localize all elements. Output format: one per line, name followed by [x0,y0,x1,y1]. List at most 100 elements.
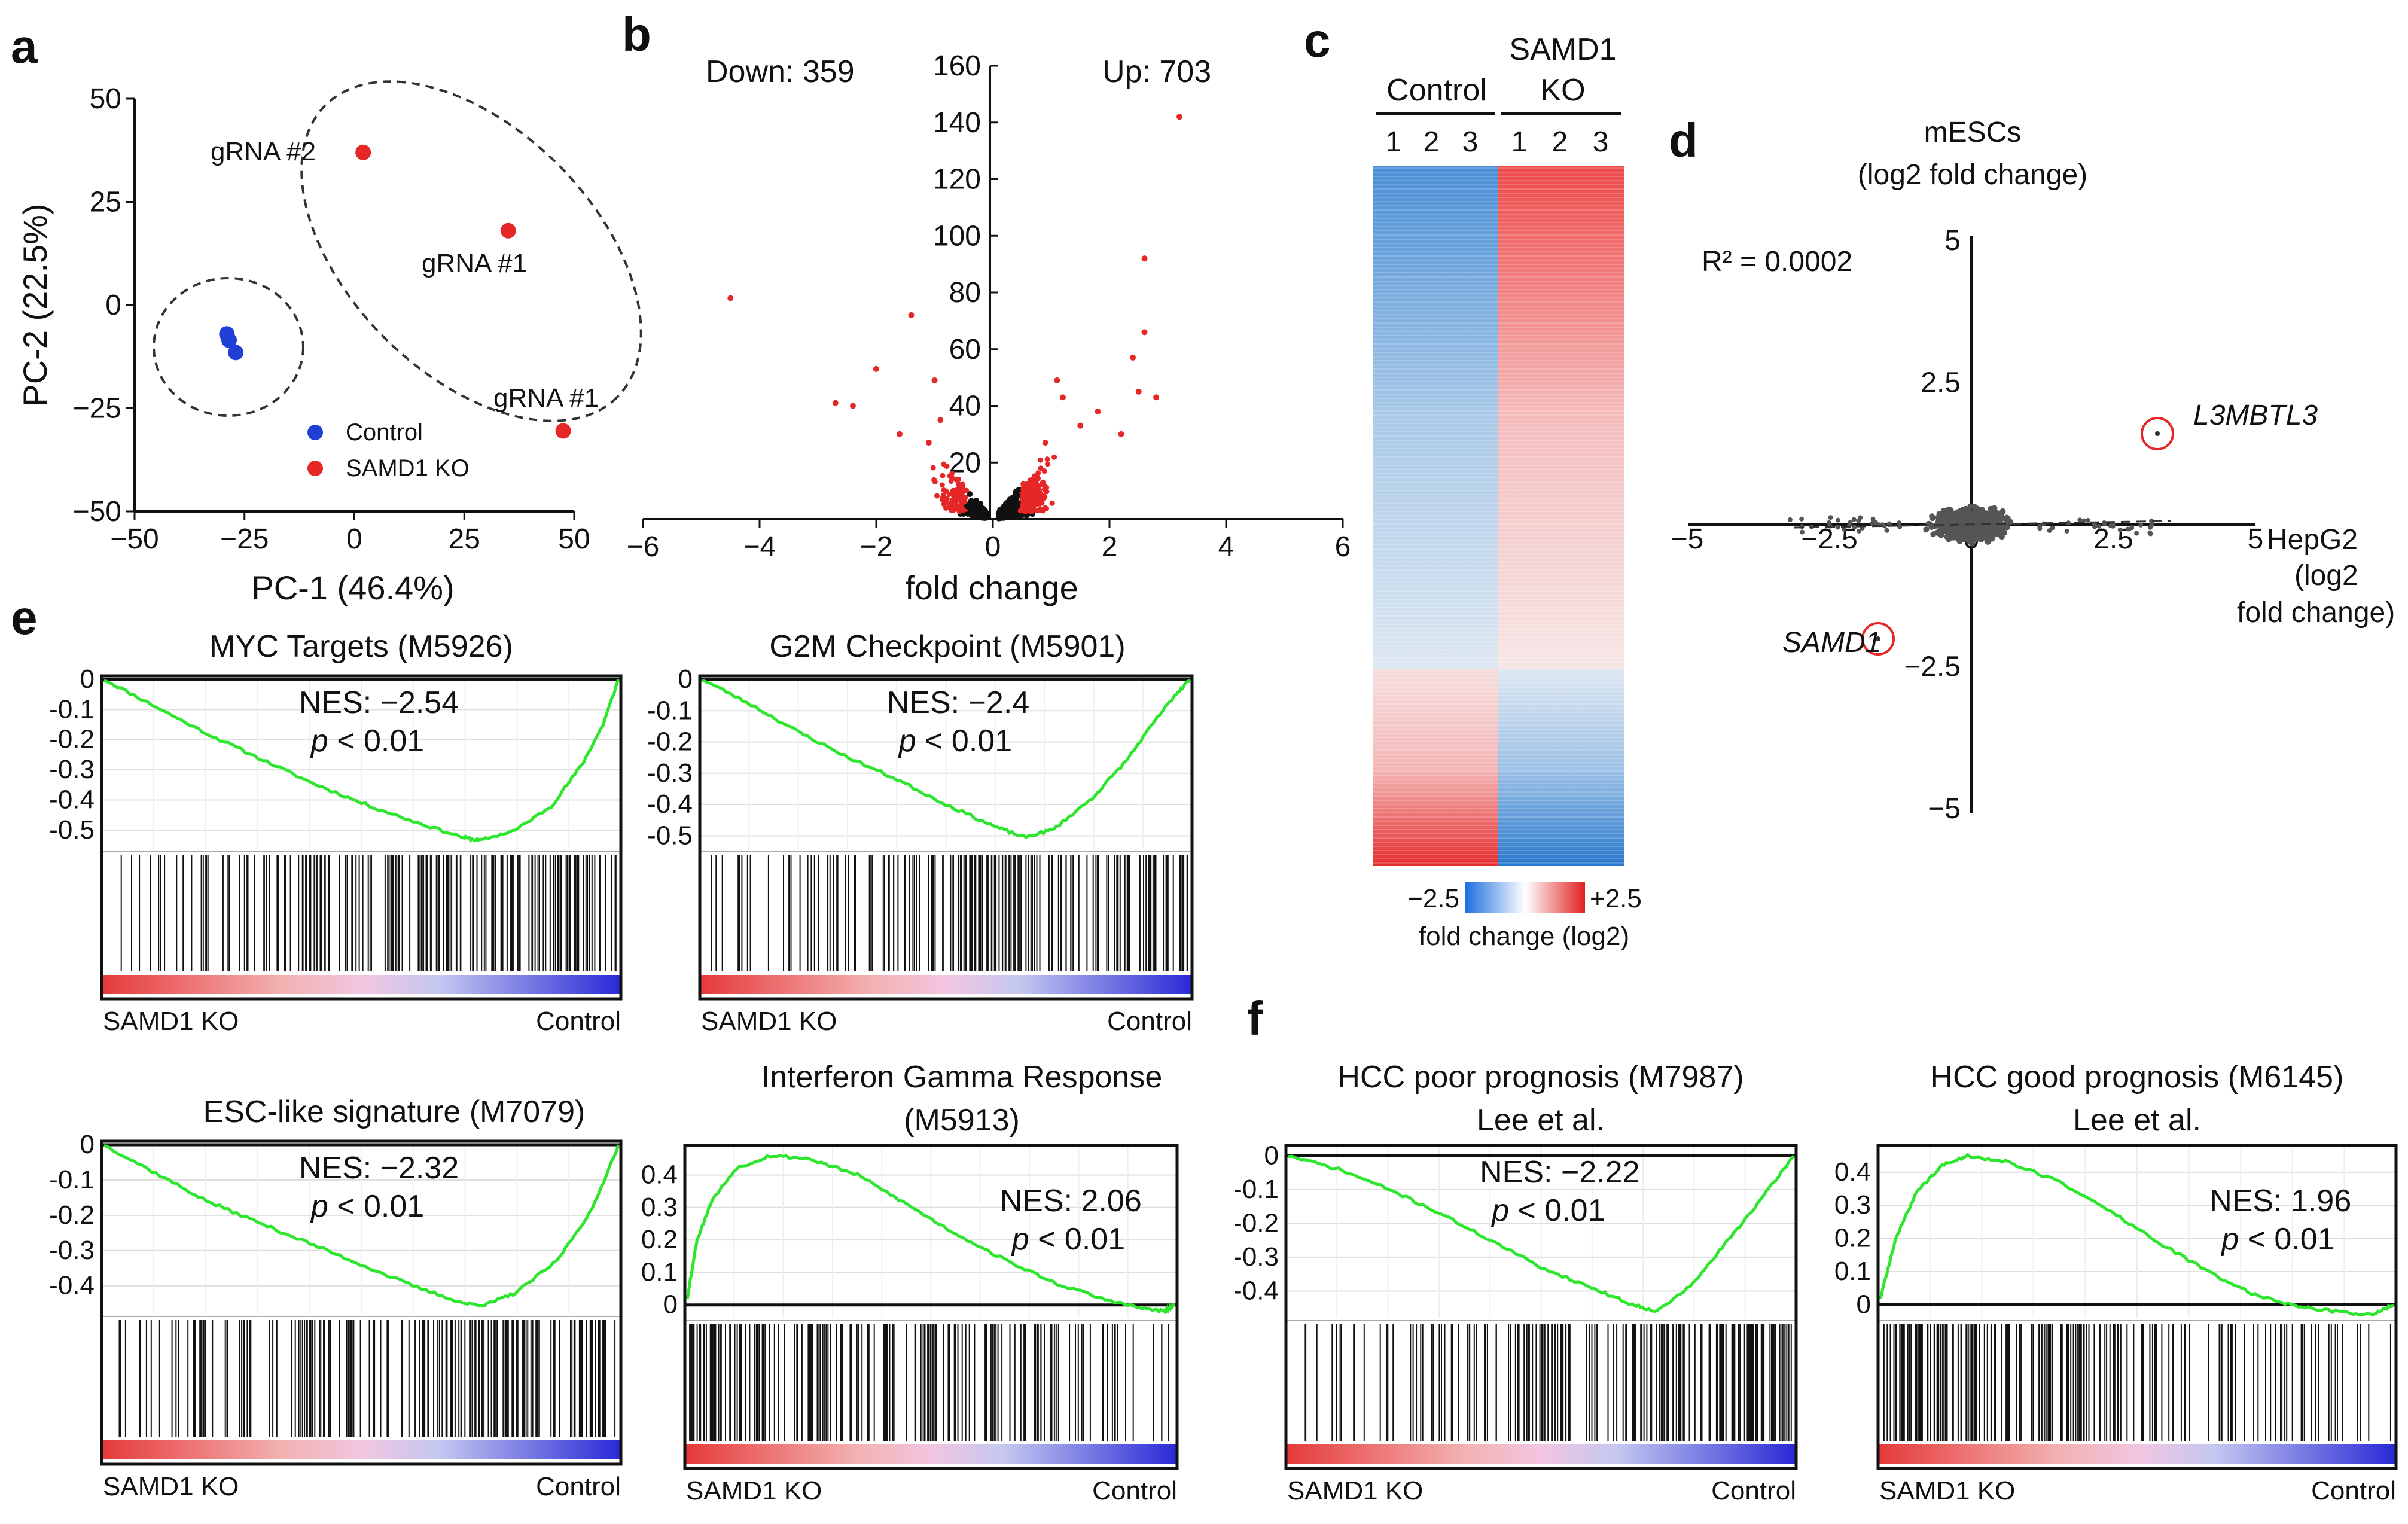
point-label-grna1-a: gRNA #1 [422,249,527,278]
volcano-point-significant [1020,486,1026,492]
mescs-title-line2: (log2 fold change) [1858,159,2087,191]
gsea-right-label: Control [536,1472,621,1501]
volcano-point-highlight [1141,255,1148,262]
volcano-x-tick-label: −4 [743,531,776,563]
pca-y-tick-label: −50 [73,496,121,528]
hepg2-label-line3: fold change) [2237,597,2395,629]
correlation-point [1941,525,1948,532]
correlation-point [1974,516,1980,523]
pca-y-label: PC-2 (22.5%) [16,203,54,406]
correlation-point [2148,531,2153,537]
volcano-point-significant [1031,473,1037,479]
pca-x-tick-label: 25 [449,523,480,555]
pca-y-tick-label: −25 [73,393,121,425]
gsea-y-tick-label: 0.3 [1834,1190,1871,1220]
volcano-x-tick-label: 6 [1335,531,1351,563]
volcano-point-ns [1007,504,1013,510]
volcano-up-label: Up: 703 [1102,54,1211,89]
pca-point-ko [500,222,516,239]
volcano-point-highlight [1060,394,1066,401]
panel-c: c Control SAMD1 KO 1 2 3 1 2 3 −2.5 +2.5… [1304,14,1642,951]
heatmap-group-ko: KO [1540,73,1585,108]
volcano-down-label: Down: 359 [706,54,855,89]
volcano-point-significant [950,489,956,495]
volcano-point-highlight [1054,377,1060,383]
volcano-x-tick-label: 4 [1218,531,1235,563]
volcano-point-significant [1049,500,1055,506]
gsea-right-label: Control [1107,1007,1192,1036]
gsea-plot-good: HCC good prognosis (M6145)Lee et al.0.40… [1834,1060,2398,1505]
correlation-point [2129,525,2135,531]
gsea-plots: MYC Targets (M5926)0-0.1-0.2-0.3-0.4-0.5… [49,629,2398,1505]
gsea-y-tick-label: -0.2 [49,1200,95,1230]
gsea-title: G2M Checkpoint (M5901) [769,629,1125,664]
heatmap-col-2: 2 [1424,126,1440,158]
volcano-point-ns [999,514,1006,521]
gsea-right-label: Control [1092,1476,1177,1505]
gsea-y-tick-label: 0.3 [641,1193,678,1222]
gsea-right-label: Control [2311,1476,2396,1505]
correlation-point [1787,517,1793,522]
volcano-point-significant [1044,461,1050,467]
gsea-title: ESC-like signature (M7079) [203,1095,586,1129]
gsea-nes-label: NES: −2.4 [887,685,1029,720]
volcano-point-highlight [727,295,734,301]
gsea-left-label: SAMD1 KO [103,1472,239,1501]
correlation-point [2050,525,2055,531]
correlation-point [2064,528,2069,534]
heatmap-col-1: 1 [1386,126,1402,158]
volcano-point-significant [931,477,937,483]
l3mbtl3-point [2155,431,2160,436]
pca-x-label: PC-1 (46.4%) [251,569,454,606]
gsea-y-tick-label: -0.1 [49,1165,95,1194]
volcano-highlight-points [727,114,1182,446]
correlation-point [1929,515,1935,522]
legend-control-marker [307,425,323,440]
correlation-point [1986,531,1992,537]
correlation-point [1828,515,1833,520]
volcano-y-tick-label: 160 [933,50,981,82]
gsea-enrichment-curve [103,1144,620,1308]
volcano-point-significant [1028,487,1034,493]
correlation-point [1886,521,1892,526]
volcano-point-significant [949,475,955,481]
volcano-point-highlight [1176,114,1182,120]
gsea-title-line2: Lee et al. [1477,1103,1605,1138]
heatmap-col-6: 3 [1593,126,1609,158]
l3mbtl3-highlight-ring [2141,417,2174,450]
gsea-p-value: p < 0.01 [898,724,1012,758]
pca-x-tick-label: 0 [346,523,362,555]
volcano-point-ns [984,514,990,521]
correlation-point [1897,524,1903,529]
gsea-y-tick-label: -0.2 [49,725,95,754]
samd1-highlight-ring [1861,622,1895,656]
volcano-point-highlight [1042,440,1048,446]
correlation-point [1979,526,1985,532]
volcano-point-highlight [873,365,879,372]
gsea-enrichment-curve [103,679,620,843]
heatmap-group-samd1: SAMD1 [1509,32,1616,67]
volcano-y-tick-label: 140 [933,107,981,139]
gsea-rank-color-bar [701,975,1191,994]
legend-control-label: Control [346,419,423,446]
correlation-point [2037,526,2043,531]
legend-ko-marker [307,461,323,476]
panel-label-e: e [11,591,38,644]
volcano-point-highlight [1118,431,1124,437]
volcano-point-ns [1014,499,1021,506]
volcano-point-highlight [931,377,938,383]
gsea-y-tick-label: -0.1 [49,694,95,724]
correlation-point [1848,520,1853,525]
gsea-frame [698,674,1194,1001]
volcano-point-significant [956,476,962,482]
volcano-point-ns [1016,486,1022,493]
gsea-y-tick-label: 0.4 [641,1160,678,1189]
heatmap-color-scale [1465,882,1585,913]
gsea-right-label: Control [1711,1476,1796,1505]
gsea-enrichment-curve [685,1154,1175,1315]
panel-b: b Down: 359 Up: 703 −6 −4 −2 0 2 4 6 160 140 120 1… [622,8,1351,606]
correlation-point [1955,522,1961,529]
volcano-point-significant [1035,470,1041,476]
volcano-y-tick-label: 80 [949,277,981,309]
